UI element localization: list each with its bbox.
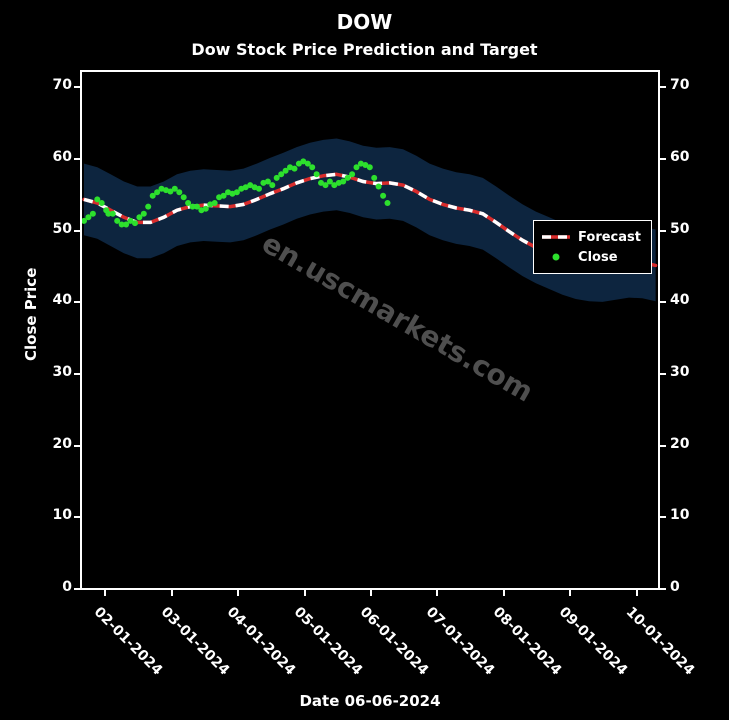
y-tick-label-right: 30 xyxy=(670,364,689,380)
tick-mark xyxy=(304,590,306,596)
tick-mark xyxy=(74,230,80,232)
tick-mark xyxy=(74,445,80,447)
tick-mark xyxy=(660,158,666,160)
tick-mark xyxy=(660,230,666,232)
y-tick-label-right: 40 xyxy=(670,292,689,308)
y-tick-label: 10 xyxy=(34,507,72,523)
y-tick-label: 0 xyxy=(34,579,72,595)
x-tick-label: 10-01-2024 xyxy=(623,604,698,679)
y-tick-label-right: 50 xyxy=(670,221,689,237)
tick-mark xyxy=(171,590,173,596)
legend-label: Forecast xyxy=(578,230,641,245)
tick-mark xyxy=(660,301,666,303)
y-tick-label: 40 xyxy=(34,292,72,308)
legend-label: Close xyxy=(578,250,617,265)
x-tick-label: 06-01-2024 xyxy=(357,604,432,679)
tick-mark xyxy=(660,516,666,518)
y-tick-label-right: 20 xyxy=(670,436,689,452)
tick-mark xyxy=(636,590,638,596)
y-tick-label-right: 60 xyxy=(670,149,689,165)
y-axis-label: Close Price xyxy=(22,268,40,361)
tick-mark xyxy=(74,158,80,160)
tick-mark xyxy=(237,590,239,596)
y-tick-label-right: 70 xyxy=(670,77,689,93)
tick-mark xyxy=(660,445,666,447)
y-tick-label: 30 xyxy=(34,364,72,380)
x-tick-label: 02-01-2024 xyxy=(91,604,166,679)
y-tick-label: 70 xyxy=(34,77,72,93)
y-tick-label-right: 10 xyxy=(670,507,689,523)
y-tick-label: 20 xyxy=(34,436,72,452)
tick-mark xyxy=(569,590,571,596)
tick-mark xyxy=(104,590,106,596)
tick-mark xyxy=(74,301,80,303)
tick-mark xyxy=(503,590,505,596)
tick-mark xyxy=(74,86,80,88)
plot-svg xyxy=(82,72,662,592)
x-axis-label: Date 06-06-2024 xyxy=(80,692,660,710)
x-tick-label: 07-01-2024 xyxy=(423,604,498,679)
legend-box: Forecast Close xyxy=(533,220,652,274)
chart-container: DOW Dow Stock Price Prediction and Targe… xyxy=(0,0,729,720)
y-tick-label-right: 0 xyxy=(670,579,680,595)
tick-mark xyxy=(660,86,666,88)
plot-area: en.uscmarkets.com Forecast Close xyxy=(80,70,660,590)
chart-super-title: DOW xyxy=(0,10,729,34)
close-dot-icon xyxy=(542,250,570,264)
tick-mark xyxy=(370,590,372,596)
chart-title: Dow Stock Price Prediction and Target xyxy=(0,40,729,59)
legend-item-close: Close xyxy=(542,247,641,267)
x-tick-label: 09-01-2024 xyxy=(556,604,631,679)
x-tick-label: 08-01-2024 xyxy=(490,604,565,679)
tick-mark xyxy=(74,516,80,518)
tick-mark xyxy=(660,373,666,375)
y-tick-label: 60 xyxy=(34,149,72,165)
tick-mark xyxy=(74,373,80,375)
legend-item-forecast: Forecast xyxy=(542,227,641,247)
x-tick-label: 03-01-2024 xyxy=(157,604,232,679)
tick-mark xyxy=(74,588,80,590)
tick-mark xyxy=(660,588,666,590)
tick-mark xyxy=(436,590,438,596)
x-tick-label: 04-01-2024 xyxy=(224,604,299,679)
forecast-line-icon xyxy=(542,230,570,244)
x-tick-label: 05-01-2024 xyxy=(290,604,365,679)
y-tick-label: 50 xyxy=(34,221,72,237)
